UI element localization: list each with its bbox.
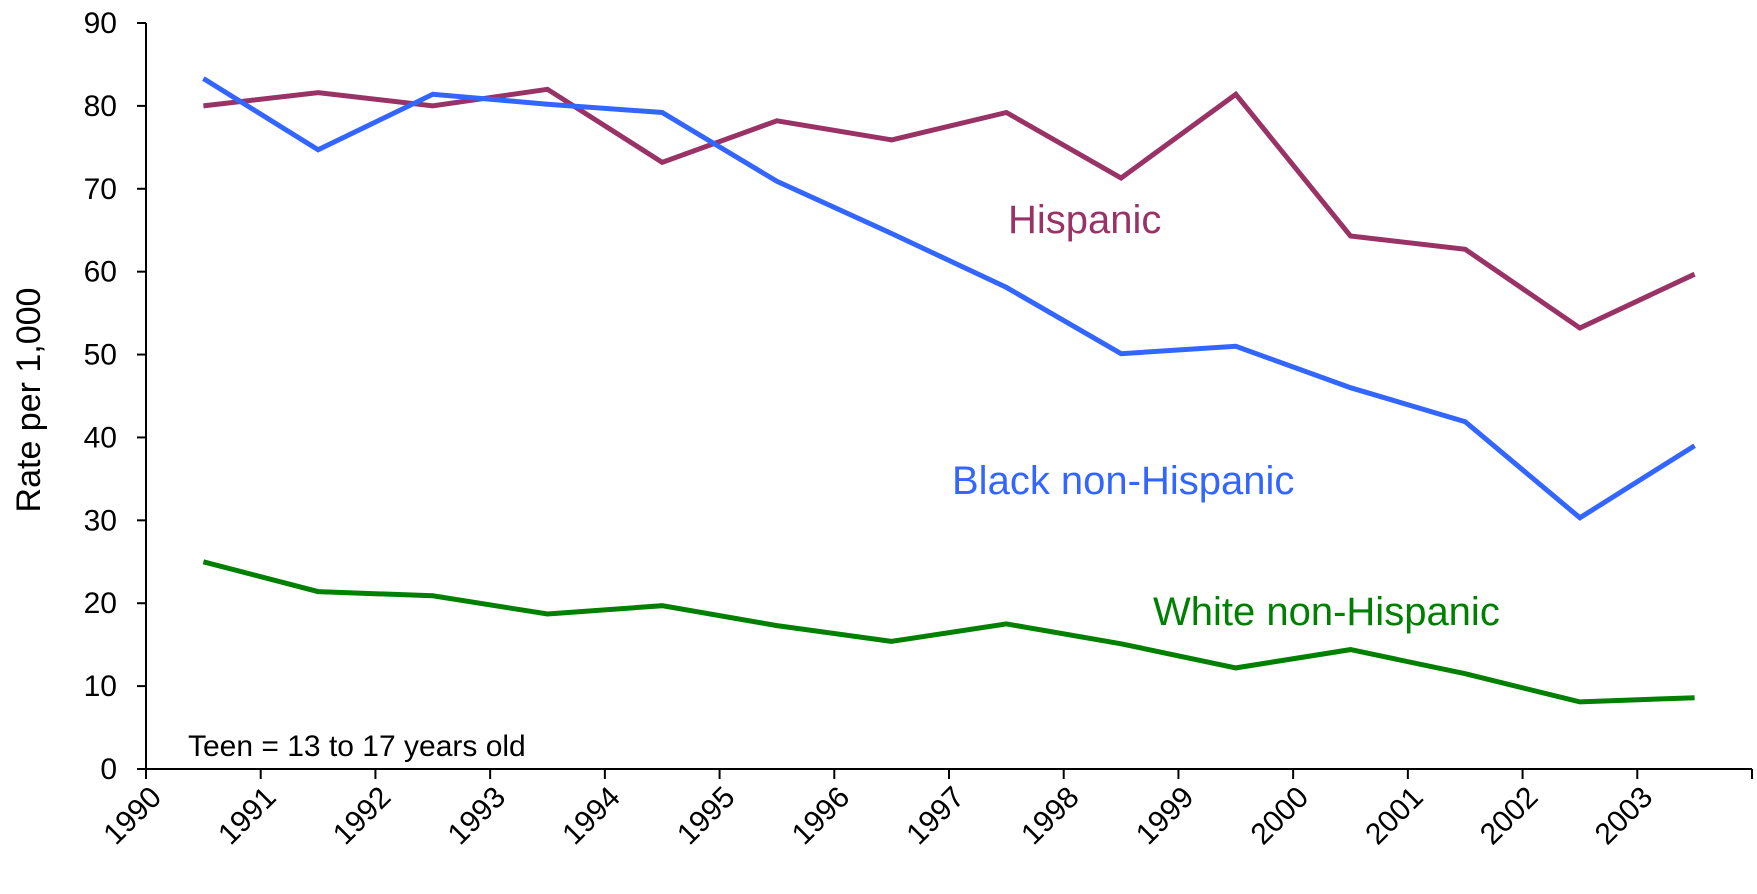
series-line-white-non-hispanic <box>202 559 1695 705</box>
x-tick-label: 1998 <box>1015 781 1086 852</box>
x-tick-label: 2001 <box>1359 781 1430 852</box>
series-label-white-non-hispanic: White non-Hispanic <box>1153 590 1500 634</box>
axes <box>145 23 1752 770</box>
note-text: Teen = 13 to 17 years old <box>188 730 526 763</box>
x-axis-ticks: 1990 1991 1992 1993 1994 1995 1996 1997 1998 1999… <box>97 769 1753 852</box>
y-tick-label: 0 <box>100 753 117 786</box>
x-tick-label: 2000 <box>1245 781 1316 852</box>
series-lines <box>202 76 1696 705</box>
x-tick-label: 1994 <box>556 781 627 852</box>
x-tick-label: 1991 <box>212 781 283 852</box>
y-tick-label: 50 <box>84 339 117 372</box>
x-tick-label: 1992 <box>327 781 398 852</box>
x-tick-label: 1996 <box>786 781 857 852</box>
y-tick-label: 10 <box>84 670 117 703</box>
y-tick-label: 90 <box>84 7 117 40</box>
y-tick-label: 30 <box>84 504 117 537</box>
y-tick-label: 20 <box>84 587 117 620</box>
x-tick-label: 2003 <box>1589 781 1660 852</box>
x-tick-label: 1997 <box>900 781 971 852</box>
y-axis-title: Rate per 1,000 <box>10 288 48 513</box>
series-label-black-non-hispanic: Black non-Hispanic <box>952 459 1294 503</box>
series-line-hispanic <box>203 86 1696 331</box>
y-axis-ticks: 0 10 20 30 40 50 60 70 80 90 <box>84 7 146 786</box>
y-tick-label: 80 <box>84 90 117 123</box>
x-tick-label: 1999 <box>1130 781 1201 852</box>
y-tick-label: 40 <box>84 421 117 454</box>
y-tick-label: 70 <box>84 173 117 206</box>
x-tick-label: 2002 <box>1474 781 1545 852</box>
series-label-hispanic: Hispanic <box>1008 198 1161 242</box>
x-tick-label: 1993 <box>442 781 513 852</box>
series-line-black-non-hispanic <box>202 76 1696 521</box>
x-tick-label: 1990 <box>97 781 168 852</box>
y-tick-label: 60 <box>84 256 117 289</box>
x-tick-label: 1995 <box>671 781 742 852</box>
